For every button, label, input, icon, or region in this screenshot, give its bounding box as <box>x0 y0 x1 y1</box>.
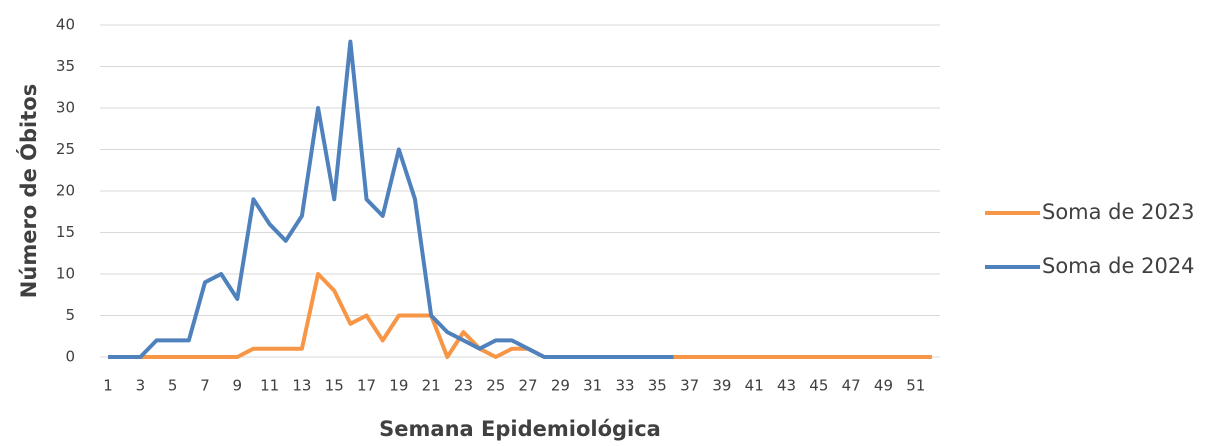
y-tick-label: 5 <box>65 306 75 324</box>
x-tick-label: 39 <box>712 377 731 395</box>
x-tick-label: 31 <box>583 377 602 395</box>
legend-label: Soma de 2024 <box>1042 254 1195 278</box>
y-tick-label: 25 <box>56 140 75 158</box>
x-tick-label: 25 <box>486 377 505 395</box>
y-tick-label: 35 <box>56 57 75 75</box>
x-tick-label: 13 <box>292 377 311 395</box>
x-tick-label: 35 <box>648 377 667 395</box>
x-tick-label: 45 <box>809 377 828 395</box>
x-tick-label: 19 <box>389 377 408 395</box>
x-tick-label: 51 <box>906 377 925 395</box>
x-tick-label: 7 <box>200 377 210 395</box>
x-tick-label: 15 <box>325 377 344 395</box>
x-tick-label: 27 <box>519 377 538 395</box>
x-tick-label: 41 <box>745 377 764 395</box>
x-tick-label: 49 <box>874 377 893 395</box>
y-tick-label: 10 <box>56 265 75 283</box>
x-tick-label: 21 <box>422 377 441 395</box>
y-tick-label: 20 <box>56 182 75 200</box>
x-tick-label: 43 <box>777 377 796 395</box>
y-tick-label: 0 <box>65 348 75 366</box>
x-tick-label: 47 <box>842 377 861 395</box>
series-line <box>108 272 932 359</box>
x-tick-label: 29 <box>551 377 570 395</box>
x-tick-label: 33 <box>615 377 634 395</box>
x-axis-title: Semana Epidemiológica <box>379 417 661 441</box>
x-tick-label: 9 <box>233 377 243 395</box>
y-tick-label: 30 <box>56 99 75 117</box>
series-line <box>108 39 674 359</box>
x-tick-label: 1 <box>103 377 113 395</box>
x-tick-label: 11 <box>260 377 279 395</box>
legend-label: Soma de 2023 <box>1042 200 1195 224</box>
x-tick-label: 23 <box>454 377 473 395</box>
x-tick-label: 5 <box>168 377 178 395</box>
x-tick-label: 17 <box>357 377 376 395</box>
x-tick-label: 3 <box>136 377 146 395</box>
y-axis-title: Número de Óbitos <box>16 84 41 298</box>
x-tick-label: 37 <box>680 377 699 395</box>
y-tick-label: 40 <box>56 16 75 34</box>
y-tick-label: 15 <box>56 223 75 241</box>
